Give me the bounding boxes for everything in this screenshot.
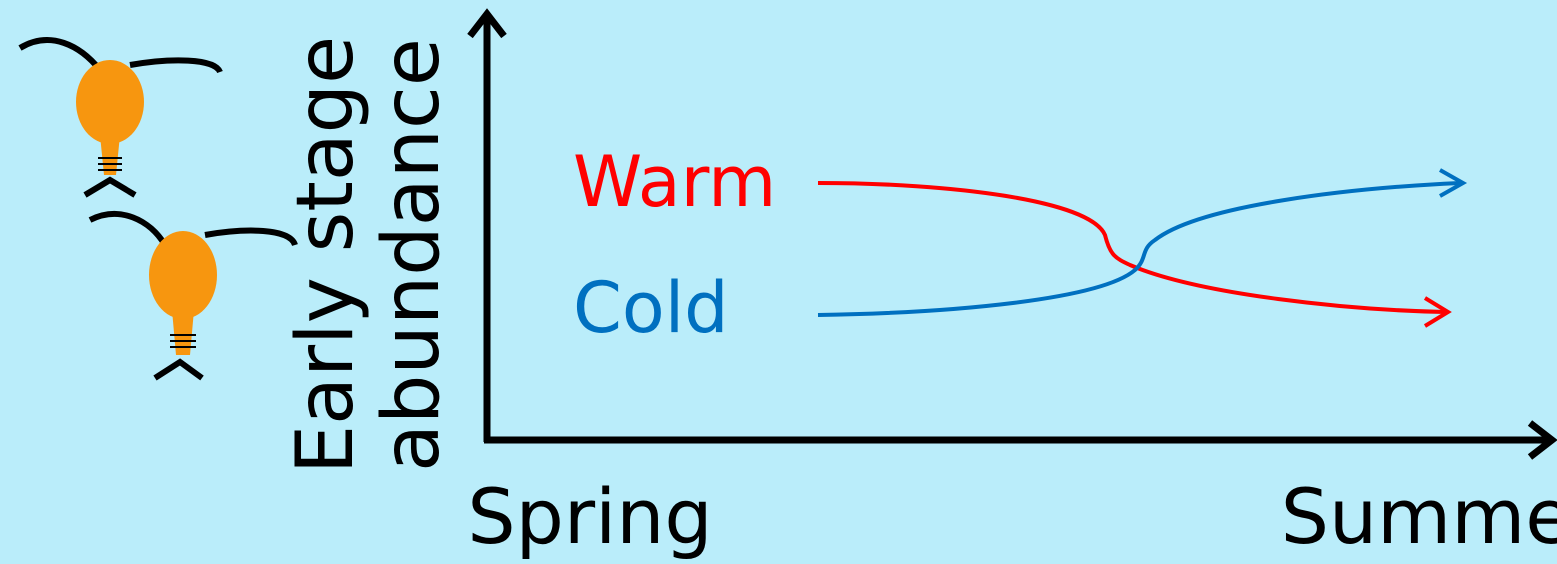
segments (170, 334, 196, 348)
copepod-icon (88, 211, 298, 381)
y-arrowhead (467, 8, 507, 39)
x-axis-label: Summer (1281, 472, 1557, 561)
warm-curve (817, 181, 1446, 314)
furca (153, 358, 204, 381)
x-axis-label: Spring (467, 472, 712, 561)
antenna (88, 211, 168, 247)
legend-label-warm: Warm (573, 141, 776, 223)
body (149, 231, 217, 319)
copepod-icon (18, 37, 223, 198)
cold-arrowhead (1439, 168, 1468, 198)
segments (98, 157, 122, 171)
y-axis-label: abundance (367, 38, 457, 472)
antenna (204, 227, 298, 247)
trend-curves (817, 168, 1468, 328)
antenna (18, 37, 103, 72)
tail (172, 310, 194, 355)
antenna (129, 57, 223, 74)
furca (83, 176, 137, 198)
y-axis-label: Early stage (281, 36, 371, 474)
body (76, 60, 144, 144)
warm-arrowhead (1423, 296, 1452, 328)
cold-curve (817, 181, 1461, 317)
axes (467, 8, 1557, 460)
legend-label-cold: Cold (573, 267, 729, 349)
x-arrowhead (1527, 420, 1557, 460)
